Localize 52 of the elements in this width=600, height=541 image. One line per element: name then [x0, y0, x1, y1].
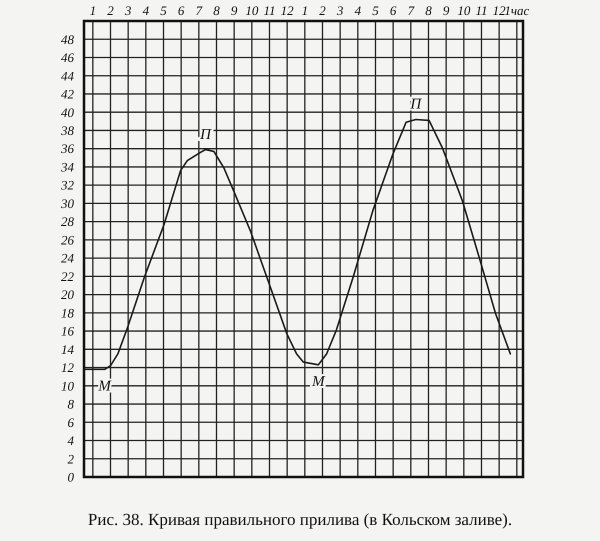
text: Рис. 38. Кривая правильного прилива (в Кольском заливе).	[88, 510, 512, 529]
x-tick-label: 1	[302, 3, 308, 18]
x-tick-label: 7	[408, 3, 415, 18]
y-tick-label: 0	[68, 470, 74, 485]
y-tick-label: 34	[60, 159, 74, 174]
y-tick-label: 12	[61, 360, 74, 376]
x-tick-label: 10	[245, 3, 259, 18]
annotation: П	[199, 126, 212, 143]
y-tick-label: 6	[68, 414, 74, 430]
y-tick-label: 24	[61, 250, 74, 266]
x-tick-label: 2	[319, 3, 326, 18]
x-tick-label: 3	[336, 3, 344, 18]
y-tick-label: 44	[61, 68, 74, 84]
y-tick-label: 38	[60, 122, 74, 138]
y-tick-label: 46	[61, 50, 74, 66]
x-tick-label: 6	[178, 3, 185, 18]
x-tick-label: 6	[390, 3, 397, 18]
y-tick-label: 40	[61, 104, 74, 120]
x-tick-label: 7	[196, 3, 203, 18]
y-tick-label: 30	[60, 196, 74, 211]
y-tick-label: 18	[61, 305, 74, 320]
y-tick-label: 36	[60, 141, 74, 156]
x-tick-label: 4	[354, 3, 362, 18]
x-tick-label: 1час	[504, 3, 530, 18]
x-tick-label: 1	[90, 3, 96, 18]
x-tick-label: 5	[160, 3, 168, 18]
y-tick-label: 26	[61, 232, 74, 248]
x-tick-label: 12	[492, 3, 506, 18]
x-tick-label: 9	[442, 3, 450, 18]
x-tick-label: 8	[425, 3, 432, 18]
y-tick-label: 16	[61, 324, 74, 339]
y-tick-label: 4	[68, 433, 74, 448]
x-tick-label: 12	[280, 3, 294, 18]
y-tick-label: 2	[68, 451, 74, 466]
x-tick-label: 11	[263, 3, 276, 18]
y-tick-label: 20	[61, 287, 74, 302]
y-tick-label: 14	[61, 342, 74, 357]
y-tick-label: 10	[61, 378, 74, 394]
y-tick-label: 8	[68, 396, 74, 412]
x-tick-label: 10	[457, 3, 471, 18]
y-tick-label: 22	[61, 268, 74, 284]
x-tick-label: 11	[475, 3, 488, 18]
y-tick-label: 42	[61, 86, 74, 102]
x-tick-label: 9	[230, 3, 238, 18]
x-tick-label: 2	[107, 3, 114, 18]
x-tick-label: 3	[124, 3, 132, 18]
y-tick-label: 48	[61, 32, 74, 47]
y-tick-label: 32	[60, 178, 74, 193]
x-tick-label: 5	[372, 3, 380, 18]
x-tick-label: 8	[213, 3, 220, 18]
x-tick-label: 4	[142, 3, 150, 18]
y-tick-label: 28	[61, 214, 74, 230]
